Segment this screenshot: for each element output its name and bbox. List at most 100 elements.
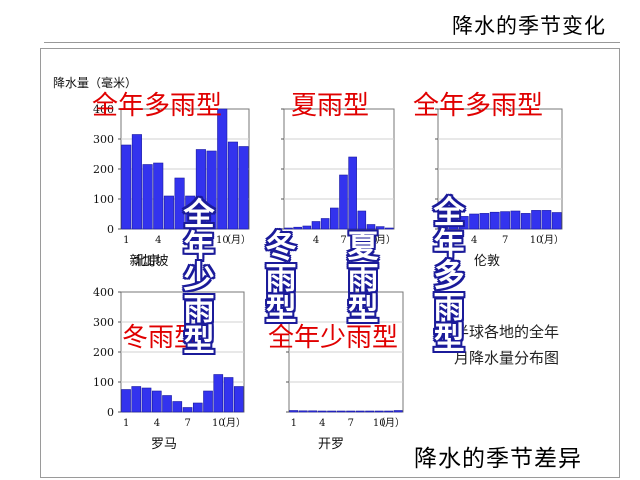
bar-month-12 <box>385 227 394 230</box>
label-rome-type: 冬雨型 <box>122 323 201 353</box>
label-london-type: 全年多雨型 <box>413 91 544 121</box>
y-tick-label: 300 <box>93 316 114 329</box>
x-tick-label: 1 <box>123 418 129 429</box>
label-singapore-type: 全年多雨型 <box>92 91 223 121</box>
bar-month-11 <box>541 210 552 230</box>
vertical-label-glyph: 雨 <box>265 260 297 297</box>
bar-month-11 <box>227 141 238 230</box>
annotation-line-2: 月降水量分布图 <box>454 349 560 367</box>
page-title: 降水的季节变化 <box>452 14 606 38</box>
bar-month-7 <box>346 410 356 413</box>
vertical-label-glyph: 全 <box>433 195 465 231</box>
bar-month-9 <box>520 213 531 230</box>
bar-month-11 <box>384 410 394 413</box>
x-tick-label: 7 <box>348 418 354 429</box>
chart-1: 0 100 200 300 400 1 4 7 10（月） 新加坡 <box>93 103 251 269</box>
x-tick-label: 4 <box>313 235 319 246</box>
vertical-label-glyph: 雨 <box>183 291 215 328</box>
x-tick-label: 10 <box>373 418 386 429</box>
bar-month-9 <box>365 410 375 413</box>
bar-month-10 <box>531 210 541 230</box>
vertical-label-glyph: 雨 <box>347 260 379 297</box>
bar-month-6 <box>336 410 346 413</box>
bar-month-3 <box>302 225 312 230</box>
x-tick-label: 4 <box>319 418 325 429</box>
chart-title: 新加坡 <box>129 253 168 269</box>
bar-month-12 <box>393 410 403 413</box>
y-tick-label: 0 <box>107 406 114 419</box>
bar-month-12 <box>551 212 562 230</box>
bar-month-6 <box>172 401 183 413</box>
chart-5: 1 4 7 10（月） 开罗 <box>286 291 405 452</box>
bar-month-9 <box>203 390 213 413</box>
bar-month-5 <box>479 213 490 230</box>
bar-month-3 <box>308 410 318 413</box>
vertical-label-glyph: 年 <box>433 226 465 263</box>
y-tick-label: 400 <box>93 286 114 299</box>
bar-month-5 <box>162 395 172 413</box>
bar-month-10 <box>213 374 224 413</box>
chart-3: 1 4 7 10（月） 伦敦 <box>435 108 564 269</box>
vertical-label-glyph: 型 <box>433 321 465 358</box>
y-tick-label: 400 <box>93 103 114 116</box>
bar-month-10 <box>366 224 376 230</box>
bar-month-8 <box>355 410 365 413</box>
x-unit-label: （月） <box>534 234 564 246</box>
bar-month-5 <box>320 218 330 230</box>
vertical-label-glyph: 型 <box>265 292 297 329</box>
title-divider <box>44 42 620 43</box>
vertical-label-rome: 夏雨型 <box>346 229 380 329</box>
bar-month-4 <box>317 410 327 413</box>
vertical-label-glyph: 夏 <box>347 229 379 265</box>
bar-month-2 <box>131 134 142 230</box>
vertical-label-glyph: 冬 <box>265 229 297 265</box>
x-tick-label: 1 <box>291 418 297 429</box>
bar-month-1 <box>284 227 293 230</box>
bar-month-1 <box>289 410 299 413</box>
y-tick-label: 0 <box>107 223 114 236</box>
x-tick-label: 7 <box>184 418 190 429</box>
bar-month-3 <box>142 164 153 230</box>
chart-2: 1 4 7 10（月）北京 <box>134 108 396 269</box>
bar-month-6 <box>489 211 500 230</box>
vertical-label-glyph: 少 <box>183 260 215 297</box>
bar-month-4 <box>469 213 479 230</box>
bar-month-4 <box>151 390 162 413</box>
chart-title: 伦敦 <box>474 253 500 269</box>
bar-month-3 <box>458 216 469 230</box>
x-tick-label: 10 <box>212 418 225 429</box>
bar-month-12 <box>238 146 249 230</box>
bar-month-5 <box>163 195 174 230</box>
chart-title: 罗马 <box>151 437 177 452</box>
y-axis-title: 降水量（毫米） <box>53 75 137 90</box>
x-tick-label: 10 <box>216 235 229 246</box>
bar-month-7 <box>185 195 196 230</box>
vertical-label-glyph: 型 <box>347 292 379 329</box>
annotation-line-1: 半球各地的全年 <box>454 323 560 341</box>
y-tick-label: 100 <box>93 376 114 389</box>
bar-month-4 <box>311 221 321 230</box>
bar-month-1 <box>438 213 448 230</box>
chart-title: 北京 <box>134 254 160 269</box>
figure-frame: 降水量（毫米） 0 100 200 300 400 1 4 7 10 （月） 新加坡 1 4 7 10 （月）… <box>40 48 620 478</box>
bar-month-8 <box>510 210 521 230</box>
bar-month-6 <box>330 207 339 230</box>
x-tick-label: 4 <box>154 418 160 429</box>
bar-month-3 <box>141 387 152 413</box>
bar-month-8 <box>192 402 203 413</box>
vertical-label-glyph: 雨 <box>433 289 465 326</box>
bar-month-1 <box>121 144 132 230</box>
x-tick-label: 4 <box>155 235 161 246</box>
y-tick-label: 200 <box>93 163 114 176</box>
bar-month-9 <box>206 150 217 230</box>
footer-caption: 降水的季节差异 <box>414 439 582 473</box>
x-unit-label: （月） <box>216 417 246 429</box>
bar-month-5 <box>327 410 337 413</box>
bar-month-12 <box>233 386 244 413</box>
x-tick-label: 1 <box>440 235 446 246</box>
vertical-label-glyph: 年 <box>183 228 215 265</box>
x-unit-label: （月） <box>375 417 405 429</box>
x-tick-label: 1 <box>285 235 291 246</box>
x-tick-label: 4 <box>471 235 477 246</box>
